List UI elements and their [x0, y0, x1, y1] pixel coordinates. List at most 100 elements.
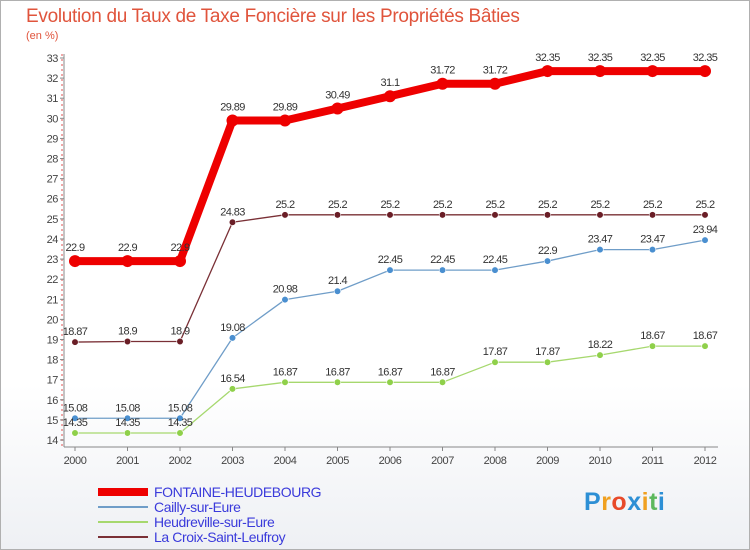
- data-point: [596, 246, 604, 254]
- data-point: [543, 358, 552, 366]
- data-label: 24.83: [220, 206, 245, 218]
- series-la-croix-saint-leufroy: 18.87 18.9 18.9 24.83 25.2 25.2 25.2 25.2 25.2 25…: [63, 199, 716, 346]
- data-point: [176, 414, 184, 422]
- legend-swatch: [98, 488, 148, 496]
- data-point: [176, 337, 184, 346]
- data-label: 29.89: [273, 102, 298, 114]
- y-tick-label: 24: [47, 234, 59, 246]
- data-label: 18.67: [640, 330, 665, 342]
- data-label: 22.9: [170, 242, 189, 254]
- legend-item: Cailly-sur-Eure: [98, 500, 428, 515]
- legend-item: Heudreville-sur-Eure: [98, 515, 428, 530]
- data-label: 20.98: [273, 284, 298, 296]
- data-point: [71, 429, 79, 437]
- data-label: 14.35: [63, 417, 88, 429]
- x-tick-label: 2010: [589, 455, 612, 467]
- data-label: 32.35: [640, 52, 665, 64]
- data-label: 22.9: [65, 242, 84, 254]
- data-point: [333, 211, 342, 219]
- data-point: [541, 65, 554, 78]
- data-label: 25.2: [590, 199, 609, 211]
- data-point: [281, 296, 289, 304]
- x-tick-label: 2003: [221, 455, 244, 467]
- y-tick-label: 29: [47, 133, 59, 145]
- data-point: [121, 255, 134, 268]
- data-point: [281, 378, 289, 386]
- y-tick-label: 27: [47, 174, 59, 186]
- x-tick-label: 2001: [116, 455, 139, 467]
- data-point: [386, 211, 394, 219]
- data-point: [646, 65, 659, 78]
- data-point: [281, 211, 289, 219]
- y-axis-unit-label: (en %): [26, 30, 59, 42]
- y-tick-label: 14: [47, 435, 59, 447]
- data-point: [438, 266, 447, 274]
- data-label: 25.2: [485, 199, 504, 211]
- series-heudreville-sur-eure: 14.35 14.35 14.35 16.54 16.87 16.87 16.87 16.87…: [63, 330, 718, 437]
- data-label: 22.9: [118, 242, 137, 254]
- data-point: [226, 114, 239, 127]
- logo-letter: x: [627, 488, 642, 516]
- data-point: [489, 77, 501, 90]
- data-label: 31.72: [483, 65, 508, 77]
- data-point: [333, 287, 342, 295]
- series-fontaine-heudebourg: 22.9 22.9 22.9 29.89 29.89 30.49 31.1 31.72 31.7…: [65, 52, 718, 268]
- x-tick-label: 2008: [484, 455, 507, 467]
- legend-swatch: [98, 536, 148, 538]
- y-tick-label: 23: [47, 254, 59, 266]
- data-label: 16.87: [430, 366, 455, 378]
- logo-letter: i: [641, 488, 650, 516]
- data-label: 23.47: [588, 234, 613, 246]
- data-label: 14.35: [115, 417, 140, 429]
- legend-label: FONTAINE-HEUDEBOURG: [154, 484, 322, 500]
- data-point: [386, 378, 394, 386]
- data-label: 17.87: [483, 346, 508, 358]
- data-label: 31.72: [430, 65, 455, 77]
- legend-swatch: [98, 506, 148, 508]
- legend-item: FONTAINE-HEUDEBOURG: [98, 485, 428, 500]
- series-cailly-sur-eure: 15.08 15.08 15.08 19.08 20.98 21.4 22.45 22.45 2…: [63, 224, 718, 422]
- x-tick-label: 2000: [64, 455, 87, 467]
- data-label: 23.47: [640, 234, 665, 246]
- data-point: [228, 385, 237, 393]
- data-label: 15.08: [115, 402, 140, 414]
- y-tick-label: 25: [47, 214, 59, 226]
- data-label: 16.54: [220, 373, 245, 385]
- y-tick-label: 30: [47, 113, 59, 125]
- data-label: 25.2: [695, 199, 714, 211]
- data-label: 16.87: [273, 366, 298, 378]
- y-tick-label: 26: [47, 194, 59, 206]
- data-label: 32.35: [535, 52, 560, 64]
- data-label: 19.08: [220, 322, 245, 334]
- legend-item: La Croix-Saint-Leufroy: [98, 530, 428, 545]
- x-tick-label: 2011: [641, 455, 663, 467]
- y-tick-label: 31: [47, 93, 59, 105]
- data-label: 22.45: [430, 254, 455, 266]
- y-tick-label: 32: [47, 73, 59, 85]
- legend-label: La Croix-Saint-Leufroy: [154, 529, 286, 545]
- data-label: 16.87: [325, 366, 350, 378]
- data-label: 25.2: [275, 199, 294, 211]
- y-tick-label: 33: [47, 53, 59, 65]
- data-point: [701, 211, 709, 219]
- data-point: [228, 218, 237, 226]
- data-label: 32.35: [588, 52, 613, 64]
- y-tick-label: 16: [47, 395, 59, 407]
- x-tick-label: 2004: [274, 455, 297, 467]
- data-point: [491, 266, 499, 274]
- logo-letter: t: [649, 488, 658, 516]
- data-point: [331, 102, 344, 115]
- x-tick-label: 2009: [536, 455, 559, 467]
- data-point: [596, 211, 604, 219]
- data-point: [699, 65, 711, 78]
- data-point: [543, 211, 552, 219]
- data-point: [438, 378, 447, 386]
- data-label: 14.35: [168, 417, 193, 429]
- data-label: 25.2: [328, 199, 347, 211]
- data-point: [69, 255, 81, 268]
- data-point: [71, 414, 79, 422]
- data-point: [123, 414, 132, 422]
- data-point: [491, 211, 499, 219]
- data-label: 15.08: [63, 402, 88, 414]
